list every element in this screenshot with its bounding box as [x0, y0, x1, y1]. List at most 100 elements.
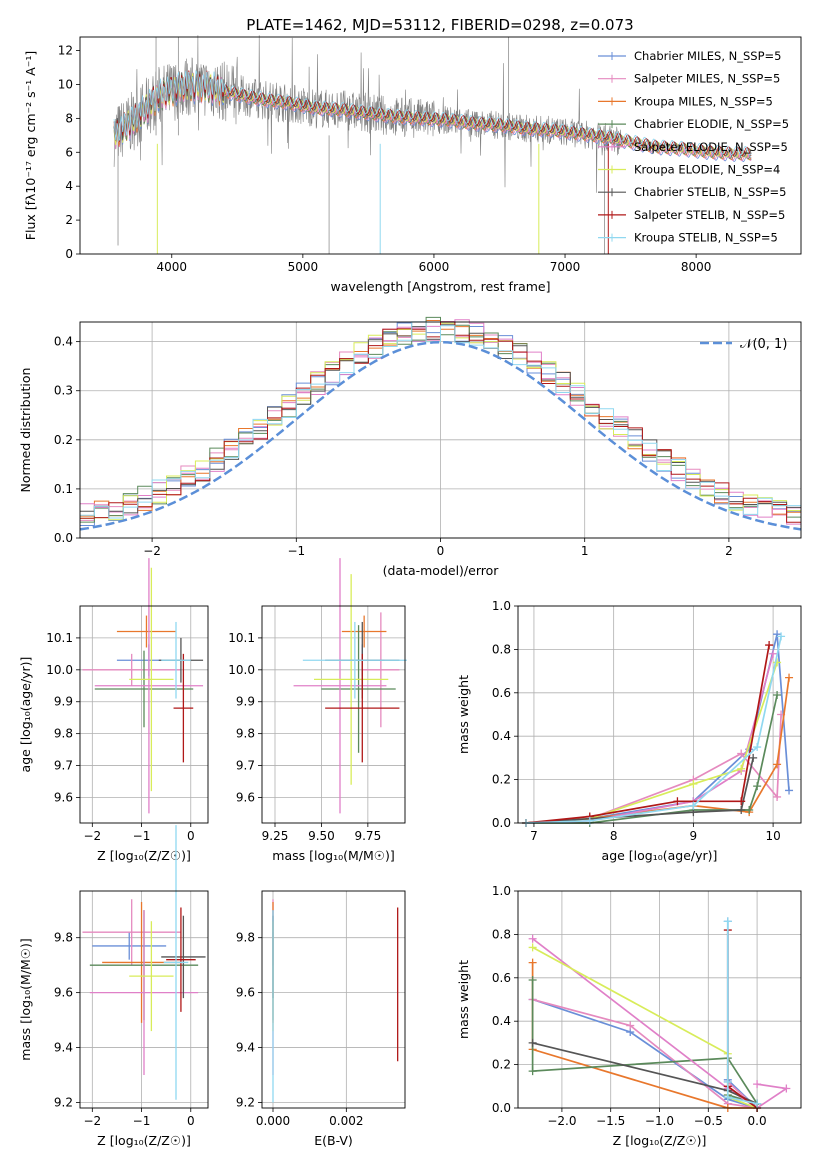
x-axis-label: Z [log₁₀(Z/Z☉)] [97, 1133, 191, 1148]
mass-weight-line-1 [525, 633, 790, 824]
axes-frame [517, 605, 802, 824]
x-axis-label: Z [log₁₀(Z/Z☉)] [613, 1133, 707, 1148]
subplot-3: −2 −1 0 9.6 9.7 9.8 9.9 10.0 10.1 Z [log₁₀(Z/Z☉)]… [18, 558, 209, 863]
x-axis-label: mass [log₁₀(M/M☉)] [272, 848, 394, 863]
mass-weight-point [773, 690, 782, 699]
plot-area [272, 899, 399, 1103]
mass-weight-point [737, 749, 746, 758]
y-tick-label: 1.0 [492, 884, 511, 898]
y-tick-label: 9.6 [236, 790, 255, 804]
subplot-1: 4000 5000 6000 7000 8000 0 2 4 6 8 10 12 wavelength … [23, 35, 802, 294]
plot-area [113, 35, 752, 254]
legend-entry: Chabrier MILES, N_SSP=5 [634, 49, 781, 63]
y-tick-label: 10.0 [228, 663, 255, 677]
y-tick-label: 0.0 [492, 1101, 511, 1115]
x-tick-label: 9 [690, 829, 698, 843]
mass-weight-line-1 [532, 921, 758, 1109]
y-tick-label: 0.0 [54, 531, 73, 545]
legend-entry: Salpeter STELIB, N_SSP=5 [634, 208, 785, 222]
x-axis-label: (data-model)/error [383, 563, 500, 578]
y-tick-label: 0.3 [54, 384, 73, 398]
x-tick-label: −0.5 [694, 1114, 723, 1128]
mass-weight-point [673, 797, 682, 806]
mass-weight-point [528, 943, 537, 952]
mass-weight-line-2 [532, 998, 760, 1110]
mass-weight-point [777, 632, 786, 641]
mass-weight-point [528, 958, 537, 967]
y-axis-label: age [log₁₀(age/yr)] [18, 657, 33, 773]
axes-frame [79, 36, 802, 255]
residual-histogram-9 [80, 321, 801, 519]
x-tick-label: 8000 [681, 260, 712, 274]
subplot-7: 0.000 0.002 9.2 9.4 9.6 9.8 E(B-V) [236, 890, 406, 1148]
subplot-5: 7 8 9 10 0.0 0.2 0.4 0.6 0.8 1.0 age [log₁₀(age/yr… [456, 599, 802, 863]
y-tick-label: 9.6 [236, 986, 255, 1000]
legend-entry: Kroupa MILES, N_SSP=5 [634, 94, 773, 108]
y-tick-label: 10.1 [46, 631, 73, 645]
y-tick-label: 9.8 [54, 931, 73, 945]
x-tick-label: 0.002 [329, 1114, 363, 1128]
y-tick-label: 9.8 [236, 931, 255, 945]
legend-entry: Salpeter MILES, N_SSP=5 [634, 72, 780, 86]
x-tick-label: 0 [187, 1114, 195, 1128]
y-tick-label: 0.2 [492, 1058, 511, 1072]
axes-frame [261, 605, 406, 824]
axes-frame [517, 890, 802, 1109]
axes-frame [79, 605, 209, 824]
legend-entry: Chabrier STELIB, N_SSP=5 [634, 185, 786, 199]
x-tick-label: −2 [143, 544, 161, 558]
legend-entry: 𝒩(0, 1) [740, 337, 787, 352]
x-tick-label: 7000 [550, 260, 581, 274]
x-tick-label: 0.0 [748, 1114, 767, 1128]
mass-weight-point [773, 658, 782, 667]
y-tick-label: 12 [58, 44, 73, 58]
x-axis-label: wavelength [Angstrom, rest frame] [330, 279, 550, 294]
mass-weight-point [753, 782, 762, 791]
mass-weight-point [737, 805, 746, 814]
y-tick-label: 9.6 [54, 790, 73, 804]
y-axis-label: Flux [fλ10⁻¹⁷ erg cm⁻² s⁻¹ A⁻¹] [23, 51, 38, 240]
mass-weight-point [585, 816, 594, 825]
mass-weight-point [723, 1077, 732, 1086]
mass-weight-point [528, 1067, 537, 1076]
y-tick-label: 9.7 [236, 759, 255, 773]
y-tick-label: 9.4 [236, 1041, 255, 1055]
y-tick-label: 9.4 [54, 1041, 73, 1055]
mass-weight-point [769, 649, 778, 658]
y-tick-label: 2 [65, 213, 73, 227]
x-tick-label: 5000 [288, 260, 319, 274]
mass-weight-point [773, 760, 782, 769]
y-tick-label: 9.7 [54, 759, 73, 773]
y-tick-label: 0.4 [54, 335, 73, 349]
y-tick-label: 0.6 [492, 686, 511, 700]
legend-entry: Salpeter ELODIE, N_SSP=5 [634, 140, 788, 154]
legend: Chabrier MILES, N_SSP=5 Salpeter MILES, N… [598, 49, 789, 245]
y-tick-label: 0 [65, 247, 73, 261]
y-tick-label: 0.8 [492, 927, 511, 941]
mass-weight-point [745, 805, 754, 814]
y-tick-label: 0.0 [492, 816, 511, 830]
x-tick-label: 6000 [419, 260, 450, 274]
x-tick-label: −1 [287, 544, 305, 558]
mass-weight-point [737, 764, 746, 773]
subplot-2: −2 −1 0 1 2 0.0 0.1 0.2 0.3 0.4 (data-model)/error… [18, 316, 802, 578]
mass-weight-point [773, 792, 782, 801]
y-tick-label: 10 [58, 77, 73, 91]
x-tick-label: 1 [581, 544, 589, 558]
legend-entry: Kroupa ELODIE, N_SSP=4 [634, 163, 780, 177]
mass-weight-point [785, 786, 794, 795]
x-tick-label: 10 [765, 829, 780, 843]
y-tick-label: 6 [65, 145, 73, 159]
axes-frame [79, 890, 209, 1109]
subplot-4: 9.25 9.50 9.75 9.6 9.7 9.8 9.9 10.0 10.1 mass [lo… [228, 558, 407, 863]
mass-weight-point [753, 1099, 762, 1108]
mass-weight-point [689, 801, 698, 810]
x-tick-label: −2 [83, 829, 101, 843]
mass-weight-point [528, 1038, 537, 1047]
legend-entry: Kroupa STELIB, N_SSP=5 [634, 231, 778, 245]
y-tick-label: 0.1 [54, 482, 73, 496]
x-tick-label: −1 [133, 829, 151, 843]
axes-frame [79, 321, 802, 539]
figure-title: PLATE=1462, MJD=53112, FIBERID=0298, z=0… [246, 16, 633, 34]
